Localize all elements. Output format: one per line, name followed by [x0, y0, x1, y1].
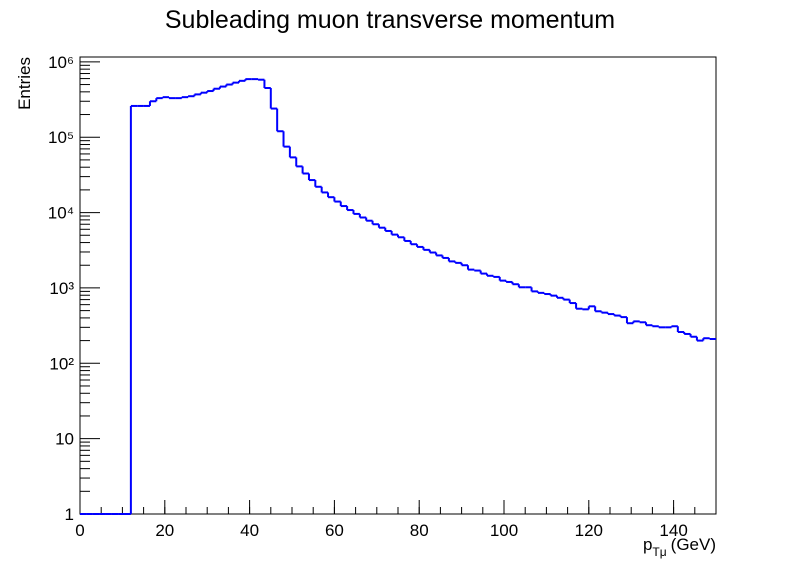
x-label-subscript: Tμ: [652, 545, 666, 559]
x-tick-label: 100: [490, 521, 518, 540]
x-tick-label: 40: [240, 521, 259, 540]
y-tick-label: 10²: [49, 354, 74, 373]
y-tick-label: 1: [65, 505, 74, 524]
x-label-unit: (GeV): [671, 535, 716, 554]
x-tick-label: 80: [410, 521, 429, 540]
y-axis-label: Entries: [15, 57, 34, 110]
y-tick-label: 10⁵: [48, 128, 74, 147]
y-tick-label: 10³: [49, 279, 74, 298]
x-tick-label: 120: [575, 521, 603, 540]
y-tick-label: 10⁶: [48, 53, 74, 72]
x-axis-label: pTμ (GeV): [643, 535, 716, 559]
chart-title: Subleading muon transverse momentum: [165, 6, 615, 34]
x-tick-label: 20: [155, 521, 174, 540]
x-tick-label: 0: [75, 521, 84, 540]
x-tick-label: 60: [325, 521, 344, 540]
y-tick-label: 10⁴: [48, 204, 74, 223]
x-label-symbol: p: [643, 535, 652, 554]
y-tick-label: 10: [55, 430, 74, 449]
x-tick-label: 140: [659, 521, 687, 540]
